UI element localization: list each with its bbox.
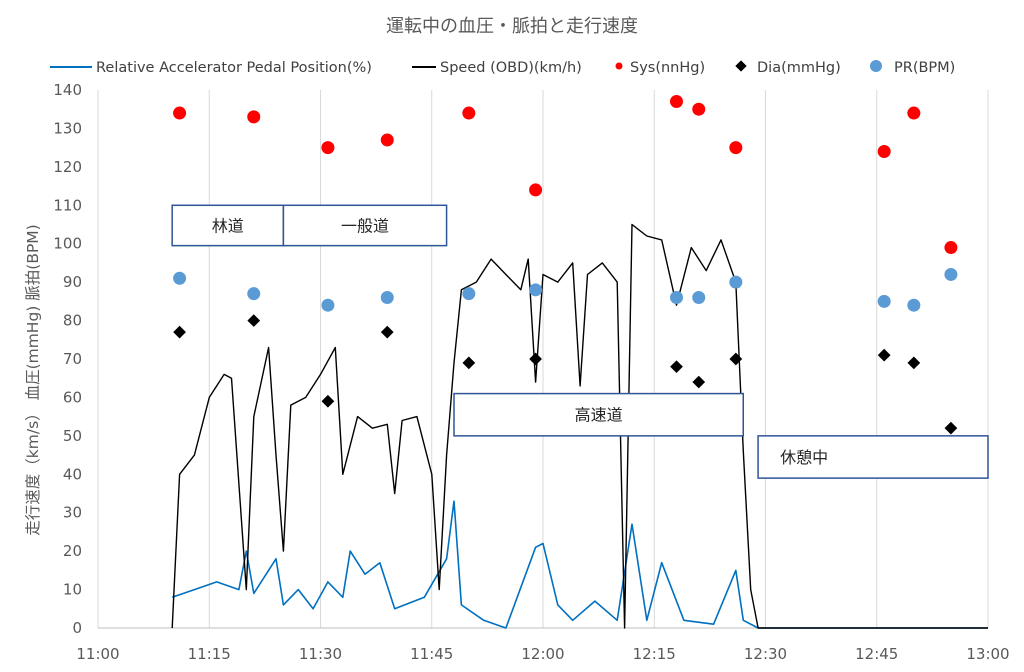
sys-point <box>907 106 921 120</box>
sys-point <box>321 141 335 155</box>
x-tick-label: 11:15 <box>188 645 231 663</box>
sys-point <box>247 110 261 124</box>
y-tick-label: 100 <box>53 235 82 253</box>
annotation-label: 一般道 <box>341 216 389 235</box>
pr-point <box>670 291 683 305</box>
legend-label-sys: Sys(nnHg) <box>630 60 705 76</box>
pr-point <box>529 283 543 297</box>
y-tick-label: 40 <box>63 465 82 483</box>
dia-point <box>907 356 921 370</box>
marker-layer <box>173 95 958 435</box>
annotation-label: 林道 <box>212 216 244 235</box>
y-tick-label: 20 <box>63 542 82 560</box>
legend-label-pedal: Relative Accelerator Pedal Position(%) <box>96 60 372 76</box>
dia-point <box>321 394 335 408</box>
sys-point <box>877 144 891 158</box>
dia-point <box>877 348 891 362</box>
legend-label-speed: Speed (OBD)(km/h) <box>440 60 582 76</box>
sys-point <box>529 183 543 197</box>
series-layer <box>171 223 988 629</box>
y-axis-label: 走行速度（km/s） 血圧(mmHg) 脈拍(BPM) <box>24 224 42 535</box>
x-axis-ticks: 11:00 11:15 11:30 11:45 12:00 12:15 12:30 12:45… <box>76 645 1009 663</box>
pr-point <box>692 291 706 305</box>
pr-point <box>462 287 476 301</box>
y-tick-label: 70 <box>63 350 82 368</box>
y-tick-label: 80 <box>63 312 82 330</box>
x-tick-label: 12:30 <box>744 645 787 663</box>
grid <box>97 90 989 629</box>
dia-point <box>462 356 476 370</box>
annotation-box <box>757 435 989 479</box>
y-tick-label: 10 <box>63 581 82 599</box>
x-tick-label: 11:00 <box>76 645 119 663</box>
annotation-box <box>453 392 744 437</box>
legend-swatch-dia <box>735 60 747 72</box>
y-tick-label: 0 <box>72 619 82 637</box>
y-tick-label: 50 <box>63 427 82 445</box>
y-tick-label: 110 <box>53 196 82 214</box>
legend-label-dia: Dia(mmHg) <box>757 60 841 76</box>
chart-title: 運転中の血圧・脈拍と走行速度 <box>386 16 638 37</box>
sys-point <box>670 95 683 109</box>
dia-point <box>729 352 743 366</box>
dia-point <box>247 314 261 327</box>
pr-point <box>321 298 335 312</box>
x-tick-label: 12:15 <box>633 645 676 663</box>
legend: Relative Accelerator Pedal Position(%) S… <box>50 60 955 76</box>
pr-point <box>877 294 891 308</box>
dia-point <box>944 421 958 435</box>
pr-point <box>247 287 261 301</box>
accelerator-pedal-line <box>171 500 988 629</box>
sys-point <box>462 106 476 120</box>
y-tick-label: 130 <box>53 119 82 137</box>
y-tick-label: 90 <box>63 273 82 291</box>
x-tick-label: 11:30 <box>299 645 342 663</box>
y-tick-label: 60 <box>63 388 82 406</box>
x-tick-label: 13:00 <box>966 645 1009 663</box>
legend-swatch-sys <box>615 62 623 70</box>
sys-point <box>944 241 958 255</box>
y-axis-ticks: 0 10 20 30 40 50 60 70 80 90 100 110 120 130 140 <box>53 81 82 637</box>
dia-point <box>529 352 542 366</box>
x-tick-label: 12:45 <box>855 645 898 663</box>
dia-point <box>692 375 706 389</box>
pr-point <box>944 267 958 281</box>
annotation-box <box>282 204 448 247</box>
pr-point <box>907 298 921 312</box>
pr-point <box>380 291 394 305</box>
speed-line <box>171 223 988 629</box>
pr-point <box>173 271 187 285</box>
sys-point <box>729 141 743 155</box>
legend-swatch-pr <box>870 60 882 72</box>
annotation-label: 高速道 <box>575 406 623 425</box>
pr-point <box>729 275 743 289</box>
legend-label-pr: PR(BPM) <box>894 60 955 76</box>
sys-point <box>692 102 706 116</box>
y-tick-label: 30 <box>63 504 82 522</box>
x-tick-label: 12:00 <box>521 645 564 663</box>
dia-point <box>670 360 683 374</box>
sys-point <box>380 133 394 147</box>
annotation-label: 休憩中 <box>780 448 828 467</box>
y-tick-label: 120 <box>53 158 82 176</box>
dia-point <box>173 325 186 339</box>
sys-point <box>173 106 187 120</box>
dia-point <box>380 325 394 339</box>
x-tick-label: 11:45 <box>410 645 453 663</box>
y-tick-label: 140 <box>53 81 82 99</box>
